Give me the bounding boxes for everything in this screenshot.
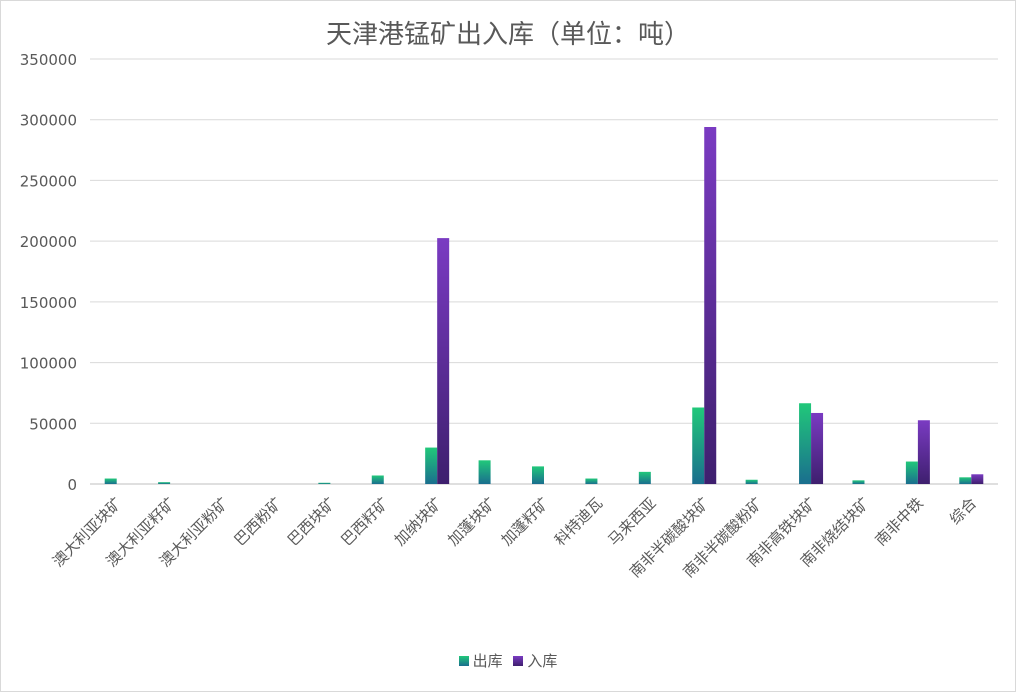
bar-in: [437, 238, 450, 484]
y-tick-label: 350000: [20, 51, 77, 69]
bar-out: [532, 466, 544, 484]
x-tick-label: 加蓬块矿: [444, 494, 499, 549]
x-tick-label: 科特迪瓦: [551, 494, 606, 549]
bar-out: [425, 447, 438, 484]
y-tick-label: 300000: [20, 112, 77, 130]
legend-item-in: 入库: [513, 650, 557, 671]
bar-out: [104, 478, 117, 484]
x-tick-label: 巴西粉矿: [231, 494, 286, 549]
bar-out: [371, 475, 384, 484]
x-tick-label: 巴西籽矿: [337, 494, 392, 549]
x-axis-labels: 澳大利亚块矿澳大利亚籽矿澳大利亚粉矿巴西粉矿巴西块矿巴西籽矿加纳块矿加蓬块矿加蓬…: [49, 494, 980, 581]
y-axis-ticks: 0 50000 100000 150000 200000 250000 300000 3500…: [20, 51, 77, 494]
legend-label-in: 入库: [527, 652, 558, 670]
y-tick-label: 50000: [29, 415, 77, 433]
y-tick-label: 150000: [20, 294, 77, 312]
bar-out: [905, 461, 918, 484]
bar-out: [959, 477, 972, 484]
bars: [104, 127, 984, 484]
x-tick-label: 巴西块矿: [284, 494, 339, 549]
bar-in: [917, 420, 930, 484]
y-tick-label: 200000: [20, 233, 77, 251]
bar-out: [745, 479, 758, 484]
legend-swatch-out: [458, 655, 469, 666]
bar-out: [852, 480, 865, 484]
bar-out: [692, 407, 705, 484]
bar-in: [971, 474, 984, 484]
x-tick-label: 加纳块矿: [391, 494, 446, 549]
y-tick-label: 250000: [20, 172, 77, 190]
x-tick-label: 马来西亚: [604, 494, 659, 549]
bar-out: [638, 471, 651, 484]
bar-out: [158, 482, 171, 484]
gridlines: [90, 58, 998, 485]
legend: 出库 入库: [0, 650, 1016, 671]
chart-title: 天津港锰矿出入库（单位：吨）: [325, 20, 690, 50]
y-tick-label: 0: [67, 476, 77, 494]
y-tick-label: 100000: [20, 355, 77, 373]
bar-out: [318, 482, 331, 484]
x-tick-label: 加蓬籽矿: [498, 494, 553, 549]
legend-item-out: 出库: [458, 650, 503, 671]
bar-out: [585, 478, 598, 484]
bar-out: [478, 460, 491, 484]
legend-label-out: 出库: [472, 652, 503, 670]
bar-in: [811, 412, 824, 484]
x-tick-label: 南非中铁: [872, 494, 927, 549]
legend-swatch-in: [513, 655, 524, 666]
bar-in: [704, 127, 717, 484]
bar-out: [799, 403, 812, 484]
x-tick-label: 综合: [946, 494, 980, 528]
